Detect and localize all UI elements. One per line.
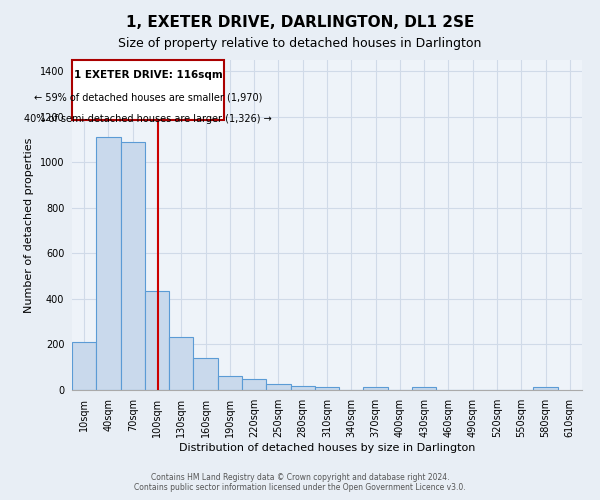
Text: 1, EXETER DRIVE, DARLINGTON, DL1 2SE: 1, EXETER DRIVE, DARLINGTON, DL1 2SE <box>126 15 474 30</box>
Text: Size of property relative to detached houses in Darlington: Size of property relative to detached ho… <box>118 38 482 51</box>
Bar <box>290 386 315 390</box>
Text: 1 EXETER DRIVE: 116sqm: 1 EXETER DRIVE: 116sqm <box>74 70 223 80</box>
Bar <box>533 388 558 390</box>
Text: ← 59% of detached houses are smaller (1,970): ← 59% of detached houses are smaller (1,… <box>34 93 262 103</box>
FancyBboxPatch shape <box>72 60 224 120</box>
Text: Contains public sector information licensed under the Open Government Licence v3: Contains public sector information licen… <box>134 484 466 492</box>
Bar <box>193 358 218 390</box>
Bar <box>218 376 242 390</box>
Bar <box>145 291 169 390</box>
Bar <box>72 342 96 390</box>
Bar <box>121 142 145 390</box>
Bar <box>412 388 436 390</box>
Bar <box>266 384 290 390</box>
Bar <box>364 388 388 390</box>
Bar <box>242 380 266 390</box>
Text: 40% of semi-detached houses are larger (1,326) →: 40% of semi-detached houses are larger (… <box>24 114 272 124</box>
Text: Contains HM Land Registry data © Crown copyright and database right 2024.: Contains HM Land Registry data © Crown c… <box>151 474 449 482</box>
Bar <box>315 388 339 390</box>
Bar <box>96 138 121 390</box>
Y-axis label: Number of detached properties: Number of detached properties <box>24 138 34 312</box>
Bar <box>169 336 193 390</box>
X-axis label: Distribution of detached houses by size in Darlington: Distribution of detached houses by size … <box>179 442 475 452</box>
